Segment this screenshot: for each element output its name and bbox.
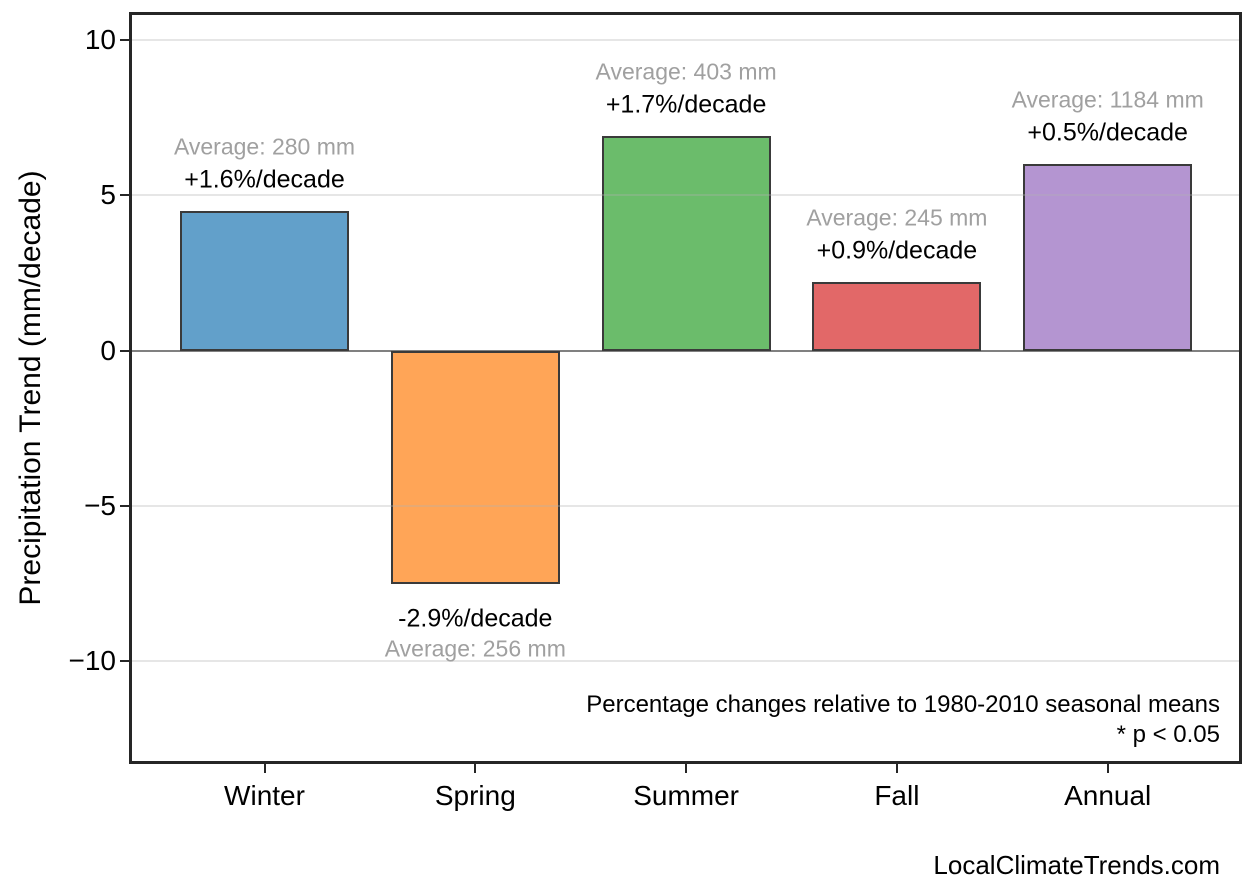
x-tick-annual	[1106, 764, 1109, 773]
note-line-percentage-basis: Percentage changes relative to 1980-2010…	[586, 691, 1220, 718]
bar-winter	[180, 210, 349, 351]
zero-line	[129, 349, 1242, 352]
y-axis-label: Precipitation Trend (mm/decade)	[14, 170, 47, 606]
x-tick-spring	[474, 764, 477, 773]
bar-annual	[1023, 164, 1193, 351]
gridline-10	[132, 38, 1239, 41]
y-tick-10	[120, 38, 129, 41]
x-tick-summer	[685, 764, 688, 773]
bar-summer	[601, 136, 771, 351]
pct-label-annual: +0.5%/decade	[1027, 118, 1188, 147]
pct-label-spring: -2.9%/decade	[398, 604, 553, 633]
gridline--5	[132, 505, 1239, 508]
y-tick--10	[120, 660, 129, 663]
chart-note: Percentage changes relative to 1980-2010…	[586, 690, 1220, 750]
source-footer: LocalClimateTrends.com	[933, 850, 1220, 880]
pct-label-fall: +0.9%/decade	[816, 236, 978, 265]
pct-label-winter: +1.6%/decade	[184, 165, 345, 194]
y-tick-0	[120, 349, 129, 352]
avg-label-annual: Average: 1184 mm	[1011, 86, 1204, 113]
x-tick-label-spring: Spring	[434, 780, 516, 811]
y-tick--5	[120, 505, 129, 508]
note-line-significance: * p < 0.05	[1116, 721, 1220, 748]
avg-label-winter: Average: 280 mm	[173, 133, 356, 160]
bar-spring	[390, 350, 560, 584]
x-tick-label-annual: Annual	[1064, 780, 1152, 811]
y-tick-label--10: −10	[68, 645, 117, 677]
x-tick-fall	[895, 764, 898, 773]
x-tick-label-winter: Winter	[224, 780, 305, 811]
gridline-5	[132, 194, 1239, 197]
x-tick-winter	[263, 764, 266, 773]
avg-label-spring: Average: 256 mm	[384, 635, 566, 662]
x-tick-label-fall: Fall	[874, 780, 920, 811]
gridline--10	[132, 660, 1239, 663]
y-tick-label-0: 0	[100, 334, 116, 366]
y-tick-5	[120, 194, 129, 197]
y-tick-label-5: 5	[100, 179, 116, 211]
avg-label-summer: Average: 403 mm	[595, 58, 777, 85]
avg-label-fall: Average: 245 mm	[806, 204, 988, 231]
bar-fall	[812, 282, 982, 351]
y-tick-label--5: −5	[84, 490, 116, 522]
y-tick-label-10: 10	[84, 23, 116, 55]
x-tick-label-summer: Summer	[633, 780, 739, 811]
pct-label-summer: +1.7%/decade	[605, 90, 767, 119]
